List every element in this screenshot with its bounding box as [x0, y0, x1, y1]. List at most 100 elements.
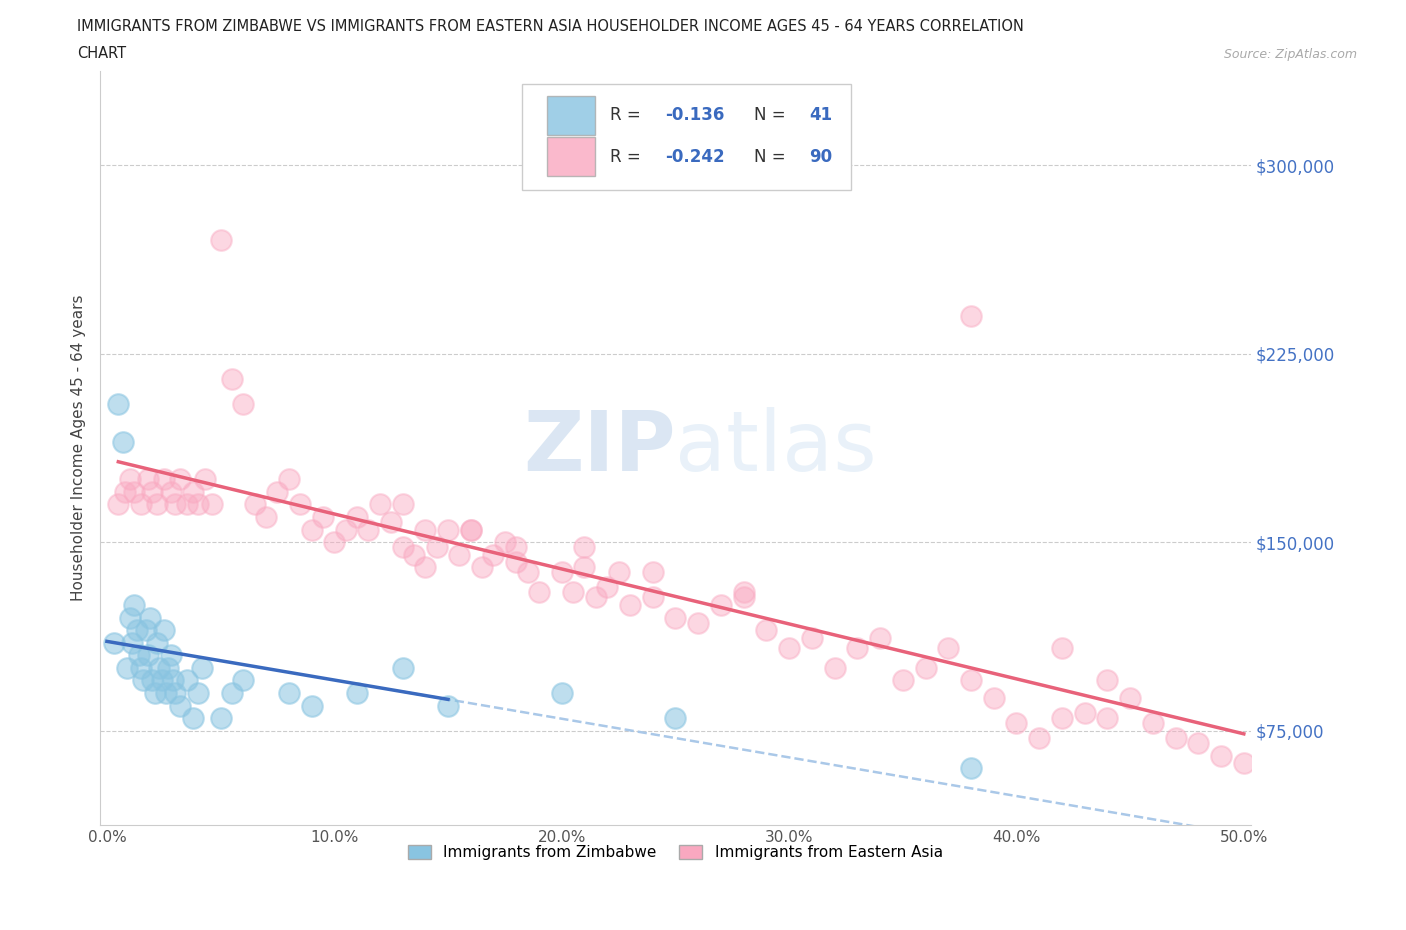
- Text: atlas: atlas: [675, 407, 877, 488]
- Point: [619, 598, 641, 613]
- Text: R =: R =: [610, 148, 645, 166]
- Point: [380, 514, 402, 529]
- Point: [1028, 731, 1050, 746]
- Point: [191, 660, 214, 675]
- Point: [162, 673, 184, 688]
- Point: [176, 497, 198, 512]
- Point: [471, 560, 494, 575]
- Point: [136, 648, 159, 663]
- Point: [243, 497, 266, 512]
- FancyBboxPatch shape: [547, 96, 595, 135]
- Point: [1050, 711, 1073, 725]
- Point: [141, 485, 163, 499]
- Point: [460, 522, 482, 537]
- Point: [641, 565, 664, 579]
- FancyBboxPatch shape: [523, 84, 852, 190]
- Point: [152, 472, 174, 486]
- Point: [125, 623, 148, 638]
- Point: [221, 371, 243, 386]
- Point: [1119, 691, 1142, 706]
- Point: [778, 640, 800, 655]
- Point: [402, 547, 425, 562]
- Text: CHART: CHART: [77, 46, 127, 61]
- Point: [194, 472, 217, 486]
- Point: [710, 598, 733, 613]
- Point: [551, 685, 574, 700]
- Point: [585, 590, 607, 604]
- Point: [641, 590, 664, 604]
- Point: [139, 610, 162, 625]
- Point: [221, 685, 243, 700]
- Point: [733, 585, 755, 600]
- Point: [121, 635, 143, 650]
- Point: [277, 685, 299, 700]
- Point: [146, 635, 169, 650]
- Point: [165, 497, 187, 512]
- Point: [551, 565, 574, 579]
- Point: [146, 497, 169, 512]
- Point: [157, 660, 180, 675]
- Text: ZIP: ZIP: [523, 407, 675, 488]
- Point: [107, 396, 129, 411]
- Point: [159, 648, 181, 663]
- Point: [117, 660, 139, 675]
- Text: N =: N =: [754, 148, 790, 166]
- FancyBboxPatch shape: [547, 137, 595, 177]
- Point: [869, 631, 891, 645]
- Point: [607, 565, 630, 579]
- Point: [688, 615, 710, 630]
- Point: [1164, 731, 1187, 746]
- Point: [277, 472, 299, 486]
- Point: [159, 485, 181, 499]
- Point: [505, 539, 527, 554]
- Point: [413, 560, 436, 575]
- Point: [437, 698, 460, 713]
- Point: [183, 485, 205, 499]
- Point: [1097, 673, 1119, 688]
- Point: [1005, 716, 1028, 731]
- Point: [1233, 756, 1256, 771]
- Point: [357, 522, 380, 537]
- Point: [1142, 716, 1164, 731]
- Point: [1209, 749, 1232, 764]
- Point: [1050, 640, 1073, 655]
- Point: [129, 660, 152, 675]
- Point: [183, 711, 205, 725]
- Point: [148, 660, 170, 675]
- Point: [129, 497, 152, 512]
- Point: [122, 598, 145, 613]
- Point: [335, 522, 357, 537]
- Point: [391, 539, 413, 554]
- Point: [152, 623, 174, 638]
- Point: [960, 673, 983, 688]
- Point: [232, 396, 254, 411]
- Point: [346, 685, 368, 700]
- Point: [824, 660, 846, 675]
- Point: [936, 640, 959, 655]
- Point: [155, 685, 177, 700]
- Point: [494, 535, 516, 550]
- Point: [176, 673, 198, 688]
- Point: [960, 761, 983, 776]
- Point: [111, 434, 134, 449]
- Point: [290, 497, 312, 512]
- Point: [449, 547, 471, 562]
- Point: [209, 711, 232, 725]
- Point: [1073, 706, 1095, 721]
- Text: IMMIGRANTS FROM ZIMBABWE VS IMMIGRANTS FROM EASTERN ASIA HOUSEHOLDER INCOME AGES: IMMIGRANTS FROM ZIMBABWE VS IMMIGRANTS F…: [77, 19, 1024, 33]
- Point: [664, 610, 686, 625]
- Legend: Immigrants from Zimbabwe, Immigrants from Eastern Asia: Immigrants from Zimbabwe, Immigrants fro…: [402, 839, 949, 867]
- Point: [301, 698, 323, 713]
- Text: -0.136: -0.136: [665, 106, 724, 125]
- Point: [914, 660, 936, 675]
- Point: [232, 673, 254, 688]
- Point: [301, 522, 323, 537]
- Point: [596, 580, 619, 595]
- Point: [132, 673, 155, 688]
- Text: 90: 90: [808, 148, 832, 166]
- Point: [169, 472, 191, 486]
- Point: [114, 485, 136, 499]
- Point: [846, 640, 869, 655]
- Point: [755, 623, 778, 638]
- Point: [200, 497, 222, 512]
